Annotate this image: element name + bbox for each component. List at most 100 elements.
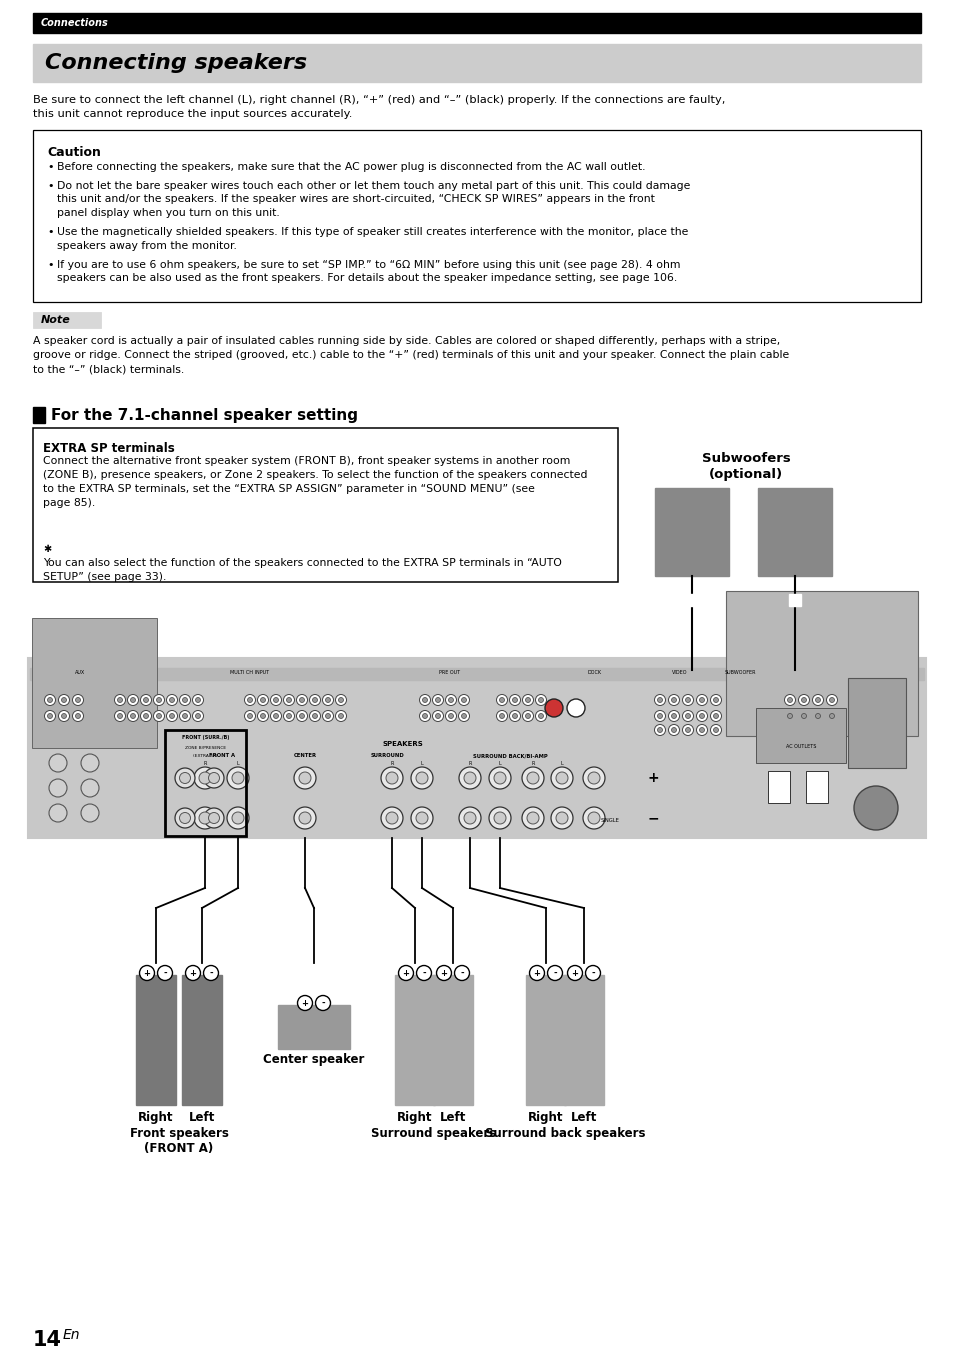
Bar [655, 488, 728, 576]
Circle shape [247, 713, 253, 718]
Circle shape [209, 813, 219, 824]
Circle shape [671, 713, 676, 718]
Circle shape [274, 713, 278, 718]
Text: SUBWOOFER: SUBWOOFER [723, 670, 755, 675]
Circle shape [657, 697, 661, 702]
Circle shape [232, 772, 244, 785]
Circle shape [294, 767, 315, 789]
Circle shape [114, 710, 126, 721]
Circle shape [309, 710, 320, 721]
Circle shape [156, 697, 161, 702]
Circle shape [551, 807, 573, 829]
Circle shape [489, 767, 511, 789]
Circle shape [72, 710, 84, 721]
Circle shape [699, 728, 703, 732]
Circle shape [432, 710, 443, 721]
Text: Left: Left [189, 1111, 215, 1124]
Circle shape [521, 807, 543, 829]
Text: -: - [459, 968, 463, 977]
Text: +: + [533, 968, 540, 977]
Circle shape [61, 697, 67, 702]
Circle shape [232, 811, 244, 824]
Circle shape [247, 697, 253, 702]
Circle shape [815, 697, 820, 702]
Circle shape [313, 697, 317, 702]
Text: -: - [422, 968, 425, 977]
Circle shape [681, 710, 693, 721]
Circle shape [386, 772, 397, 785]
Bar [788, 594, 801, 607]
Circle shape [798, 710, 809, 721]
Text: +: + [190, 968, 196, 977]
Circle shape [48, 697, 52, 702]
Text: R: R [468, 762, 471, 766]
Text: PRE OUT: PRE OUT [439, 670, 460, 675]
Circle shape [853, 786, 897, 830]
Circle shape [170, 713, 174, 718]
Circle shape [411, 767, 433, 789]
Circle shape [696, 710, 707, 721]
Circle shape [812, 694, 822, 705]
Circle shape [783, 694, 795, 705]
Circle shape [131, 713, 135, 718]
Bar [33, 407, 45, 423]
Circle shape [315, 996, 330, 1011]
Circle shape [227, 807, 249, 829]
Bar [32, 617, 157, 748]
Text: +: + [301, 999, 308, 1007]
Text: SINGLE: SINGLE [600, 818, 618, 824]
Circle shape [567, 965, 582, 980]
Bar [767, 771, 789, 803]
Circle shape [825, 710, 837, 721]
Circle shape [681, 694, 693, 705]
Text: +: + [571, 968, 578, 977]
Bar [182, 975, 222, 1105]
Text: SURROUND: SURROUND [371, 754, 404, 758]
Circle shape [521, 767, 543, 789]
Circle shape [828, 713, 834, 718]
Text: En: En [63, 1328, 80, 1343]
Bar [33, 311, 101, 328]
Circle shape [566, 700, 584, 717]
Circle shape [322, 710, 334, 721]
Text: Center speaker: Center speaker [263, 1053, 364, 1066]
Circle shape [544, 700, 562, 717]
Circle shape [179, 694, 191, 705]
Circle shape [432, 694, 443, 705]
Circle shape [696, 724, 707, 736]
Text: -: - [163, 968, 167, 977]
Circle shape [48, 713, 52, 718]
Circle shape [696, 694, 707, 705]
Circle shape [193, 710, 203, 721]
Circle shape [193, 767, 215, 789]
Circle shape [654, 724, 665, 736]
Circle shape [325, 713, 330, 718]
Circle shape [260, 713, 265, 718]
Circle shape [72, 694, 84, 705]
Circle shape [685, 697, 690, 702]
Text: Right: Right [138, 1111, 173, 1124]
Circle shape [274, 697, 278, 702]
Circle shape [313, 713, 317, 718]
Circle shape [461, 713, 466, 718]
Circle shape [416, 965, 431, 980]
Text: FRONT (SURR./B): FRONT (SURR./B) [182, 735, 229, 740]
Text: Do not let the bare speaker wires touch each other or let them touch any metal p: Do not let the bare speaker wires touch … [57, 181, 690, 218]
Circle shape [167, 710, 177, 721]
Text: -: - [553, 968, 557, 977]
Text: ✱: ✱ [43, 545, 51, 554]
Circle shape [582, 767, 604, 789]
Text: Front speakers: Front speakers [130, 1127, 228, 1140]
Circle shape [509, 694, 520, 705]
Circle shape [380, 807, 402, 829]
Circle shape [671, 728, 676, 732]
Circle shape [454, 965, 469, 980]
Circle shape [435, 713, 440, 718]
Circle shape [45, 710, 55, 721]
Text: •: • [47, 181, 53, 191]
Circle shape [494, 772, 505, 785]
Text: You can also select the function of the speakers connected to the EXTRA SP termi: You can also select the function of the … [43, 558, 561, 582]
Text: −: − [647, 811, 659, 825]
Circle shape [422, 713, 427, 718]
Circle shape [179, 813, 191, 824]
